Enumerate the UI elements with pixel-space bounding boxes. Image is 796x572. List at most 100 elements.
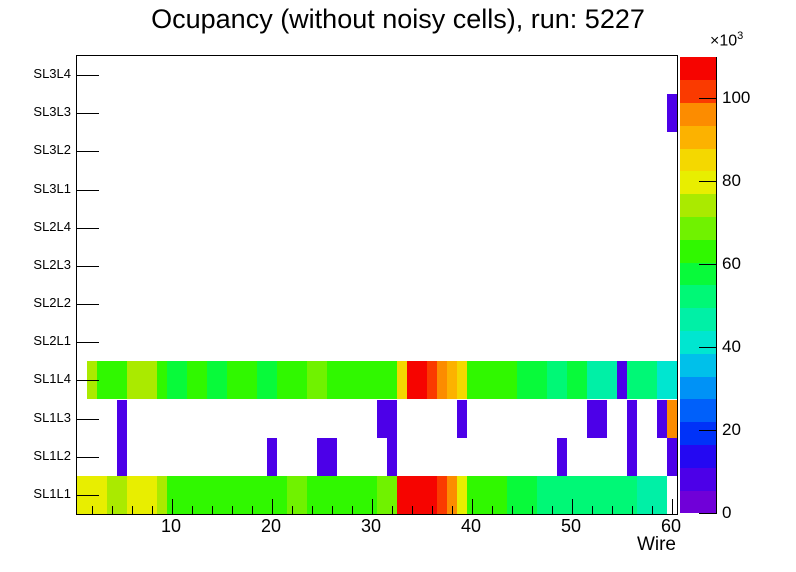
heatmap-cell xyxy=(597,475,607,514)
y-axis-row-label: SL2L1 xyxy=(33,333,71,349)
y-axis-row-label: SL3L4 xyxy=(33,66,71,82)
heatmap-cell xyxy=(397,361,407,400)
x-axis-tick-label: 50 xyxy=(560,516,582,536)
colorbar-tick-label: 60 xyxy=(722,254,741,274)
heatmap-cell xyxy=(627,361,637,400)
heatmap-cell xyxy=(137,475,147,514)
heatmap-cell xyxy=(217,361,227,400)
y-axis-tick xyxy=(77,227,99,229)
colorbar-band xyxy=(680,353,716,377)
heatmap-cell xyxy=(517,361,527,400)
colorbar-exponent-power: 3 xyxy=(737,30,744,42)
plot-frame xyxy=(76,55,678,515)
x-axis-major-tick xyxy=(672,499,673,514)
heatmap-cell xyxy=(547,361,557,400)
heatmap-cell xyxy=(457,475,467,514)
colorbar-tick xyxy=(699,181,716,183)
heatmap-cell xyxy=(417,475,427,514)
y-axis-row-label: SL1L3 xyxy=(33,409,71,425)
x-axis-minor-tick xyxy=(132,506,133,514)
x-axis-tick-label: 10 xyxy=(160,516,182,536)
heatmap-cell xyxy=(527,475,537,514)
heatmap-cell xyxy=(537,361,547,400)
heatmap-cell xyxy=(387,437,397,476)
heatmap-cell xyxy=(117,437,127,476)
heatmap-cell xyxy=(227,361,237,400)
heatmap-cell xyxy=(637,361,647,400)
heatmap-cell xyxy=(357,475,367,514)
heatmap-cell xyxy=(577,475,587,514)
heatmap-cell xyxy=(527,361,537,400)
heatmap-cell xyxy=(587,475,597,514)
heatmap-cell xyxy=(607,475,617,514)
heatmap-cell xyxy=(207,361,217,400)
heatmap-cell xyxy=(337,361,347,400)
heatmap-cell xyxy=(467,361,477,400)
colorbar-tick xyxy=(699,513,716,514)
colorbar-band xyxy=(680,57,716,81)
heatmap-cell xyxy=(647,361,657,400)
heatmap-cell xyxy=(547,475,557,514)
heatmap-cell xyxy=(667,399,677,438)
heatmap-cell xyxy=(247,475,257,514)
heatmap-cell xyxy=(447,475,457,514)
heatmap-cell xyxy=(117,475,127,514)
colorbar-band xyxy=(680,444,716,468)
colorbar-band xyxy=(680,307,716,332)
heatmap-cell xyxy=(157,361,167,400)
heatmap-cell xyxy=(627,437,637,476)
heatmap-cell xyxy=(667,361,677,400)
heatmap-cell xyxy=(187,475,197,514)
colorbar-band xyxy=(680,421,716,446)
y-axis-tick xyxy=(77,418,99,420)
y-axis-tick xyxy=(77,113,99,115)
x-axis-minor-tick xyxy=(552,506,553,514)
heatmap-cell xyxy=(557,475,567,514)
x-axis-minor-tick xyxy=(412,506,413,514)
heatmap-cell xyxy=(157,475,167,514)
heatmap-cell xyxy=(417,361,427,400)
colorbar-tick xyxy=(699,347,716,349)
heatmap-cell xyxy=(657,475,667,514)
heatmap-cell xyxy=(267,475,277,514)
heatmap-cell xyxy=(407,475,417,514)
heatmap-cell xyxy=(617,361,627,400)
colorbar-band xyxy=(680,490,716,514)
y-axis-tick xyxy=(77,189,99,191)
heatmap-cell xyxy=(437,361,447,400)
heatmap-cell xyxy=(117,399,127,438)
x-axis-tick-label: 40 xyxy=(460,516,482,536)
heatmap-cell xyxy=(607,361,617,400)
x-axis-minor-tick xyxy=(292,506,293,514)
heatmap-cell xyxy=(377,475,387,514)
heatmap-cell xyxy=(207,475,217,514)
heatmap-cell xyxy=(167,361,177,400)
colorbar-tick xyxy=(699,98,716,100)
heatmap-cell xyxy=(307,361,317,400)
heatmap-cell xyxy=(287,361,297,400)
heatmap-cell xyxy=(187,361,197,400)
y-axis-tick xyxy=(77,342,99,344)
colorbar-tick-label: 40 xyxy=(722,337,741,357)
heatmap-cell xyxy=(327,361,337,400)
y-axis-row-label: SL2L2 xyxy=(33,295,71,311)
colorbar-band xyxy=(680,148,716,172)
heatmap-cell xyxy=(287,475,297,514)
colorbar-band xyxy=(680,79,716,104)
x-axis-major-tick xyxy=(272,499,273,514)
heatmap-cell xyxy=(627,399,637,438)
heatmap-cell xyxy=(377,361,387,400)
heatmap-cell xyxy=(387,399,397,438)
heatmap-cell xyxy=(337,475,347,514)
heatmap-cell xyxy=(647,475,657,514)
x-axis-minor-tick xyxy=(432,506,433,514)
heatmap-cell xyxy=(97,475,107,514)
heatmap-cell xyxy=(637,475,647,514)
heatmap-cell xyxy=(107,361,117,400)
x-axis-minor-tick xyxy=(452,506,453,514)
colorbar-band xyxy=(680,216,716,240)
heatmap-cell xyxy=(167,475,177,514)
heatmap-cell xyxy=(297,475,307,514)
colorbar-band xyxy=(680,193,716,218)
heatmap-cell xyxy=(327,475,337,514)
